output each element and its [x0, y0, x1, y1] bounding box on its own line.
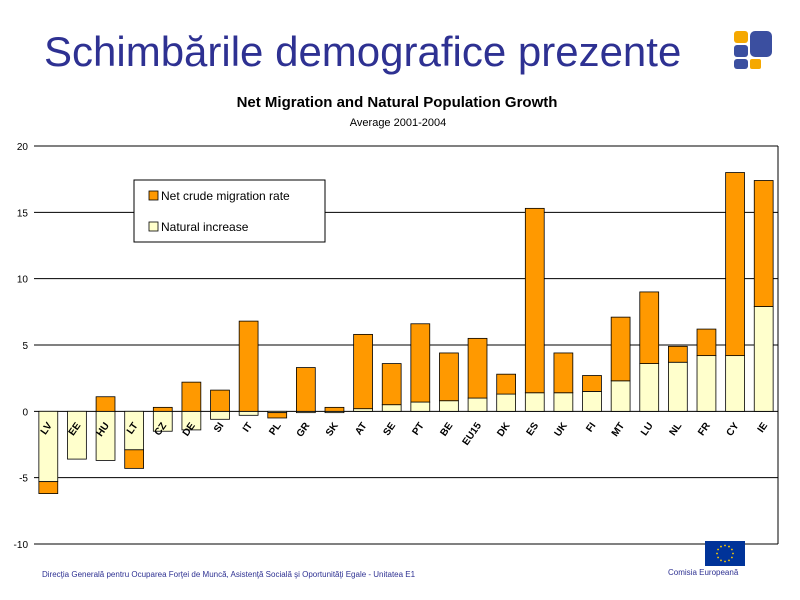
- bar-natural-si: [210, 410, 230, 420]
- x-tick-label: SI: [212, 421, 227, 435]
- y-tick-label: -10: [14, 540, 29, 551]
- x-tick-label: FI: [584, 421, 598, 435]
- y-tick-label: 5: [22, 341, 28, 352]
- bar-migration-dk: [496, 373, 516, 395]
- x-tick-label: IT: [241, 421, 255, 435]
- y-tick-label: 20: [17, 142, 29, 153]
- x-tick-label: BE: [438, 420, 455, 438]
- x-tick-label: GR: [295, 420, 313, 439]
- x-tick-label: SE: [381, 420, 398, 438]
- legend-box: [133, 179, 326, 243]
- bar-migration-lu: [639, 291, 660, 364]
- bar-migration-pl: [267, 412, 288, 419]
- y-axis-ticks: -10 -5 0 5 10 15 20: [14, 142, 29, 551]
- legend-swatch-natural: [148, 221, 159, 232]
- bar-migration-cz: [152, 406, 173, 412]
- bar-natural-fi: [582, 391, 602, 412]
- bar-natural-be: [439, 400, 459, 412]
- bar-natural-fr: [696, 355, 717, 412]
- bar-migration-eu15: [467, 337, 488, 399]
- bar-migration-si: [210, 389, 230, 412]
- bar-migration-sk: [324, 406, 345, 412]
- bar-natural-ie: [753, 306, 774, 412]
- x-tick-label: PT: [410, 421, 426, 438]
- y-tick-label: 15: [17, 208, 29, 219]
- footer-commission: Comisia Europeană: [668, 568, 739, 577]
- bar-natural-se: [381, 404, 402, 412]
- bar-natural-nl: [668, 361, 688, 412]
- bar-natural-ee: [67, 410, 87, 460]
- bar-natural-dk: [496, 393, 516, 412]
- chart-subtitle: Average 2001-2004: [350, 117, 446, 129]
- bar-natural-eu15: [467, 397, 488, 412]
- bar-migration-uk: [553, 352, 574, 394]
- x-tick-label: LT: [125, 421, 141, 437]
- y-tick-label: 0: [22, 407, 28, 418]
- bar-migration-cy: [725, 172, 745, 357]
- bar-migration-gr: [296, 367, 316, 412]
- bar-natural-lu: [639, 363, 660, 412]
- slide-title: Schimbările demografice prezente: [44, 28, 682, 75]
- bar-natural-es: [524, 392, 545, 412]
- bar-migration-fi: [582, 375, 602, 392]
- bar-migration-nl: [668, 345, 688, 363]
- bar-natural-mt: [610, 380, 631, 412]
- migration-growth-chart: Net Migration and Natural Population Gro…: [14, 94, 779, 551]
- x-tick-label: DK: [495, 420, 513, 439]
- legend: Net crude migration rate Natural increas…: [133, 179, 326, 243]
- bar-migration-pt: [410, 323, 431, 403]
- bar-natural-cy: [725, 355, 745, 412]
- y-tick-label: 10: [17, 275, 29, 286]
- x-tick-label: NL: [668, 421, 685, 438]
- bar-migration-lv: [38, 481, 59, 494]
- x-tick-label: FR: [696, 420, 713, 438]
- bar-migration-hu: [95, 396, 116, 412]
- bar-migration-lt: [124, 449, 144, 469]
- bar-migration-fr: [696, 328, 717, 357]
- y-tick-label: -5: [19, 474, 28, 485]
- bar-migration-de: [181, 381, 202, 412]
- bar-migration-at: [353, 333, 373, 410]
- chart-title: Net Migration and Natural Population Gro…: [237, 94, 558, 111]
- footer-department: Direcţia Generală pentru Ocuparea Forţei…: [42, 570, 416, 579]
- bar-natural-lv: [38, 410, 59, 483]
- x-tick-label: PL: [267, 421, 283, 438]
- eu-flag-icon: [705, 541, 745, 566]
- x-tick-label: SK: [324, 420, 341, 438]
- x-tick-label: CY: [725, 420, 742, 438]
- bars: [38, 172, 774, 494]
- x-tick-label: UK: [553, 420, 571, 439]
- bar-migration-it: [238, 320, 259, 412]
- bar-natural-it: [238, 410, 259, 416]
- x-tick-label: ES: [525, 420, 542, 438]
- bar-migration-ie: [753, 180, 774, 307]
- x-tick-label: IE: [756, 420, 771, 434]
- bar-migration-mt: [610, 316, 631, 382]
- x-tick-label: AT: [353, 421, 369, 438]
- x-tick-label: LU: [639, 421, 656, 438]
- legend-label-migration: Net crude migration rate: [161, 189, 290, 203]
- bar-natural-uk: [553, 392, 574, 412]
- x-tick-label: EU15: [461, 420, 485, 447]
- bar-migration-es: [524, 207, 545, 394]
- legend-label-natural: Natural increase: [161, 220, 249, 234]
- x-axis-ticks: LV EE HU LT CZ DE SI IT PL GR SK AT SE PT BE EU15 DK ES UK…: [39, 420, 770, 447]
- x-tick-label: MT: [610, 421, 627, 439]
- bar-migration-se: [381, 363, 402, 406]
- bar-migration-be: [439, 352, 459, 402]
- four-squares-logo-icon: [734, 31, 772, 69]
- legend-swatch-migration: [148, 190, 159, 201]
- bar-natural-pt: [410, 401, 431, 412]
